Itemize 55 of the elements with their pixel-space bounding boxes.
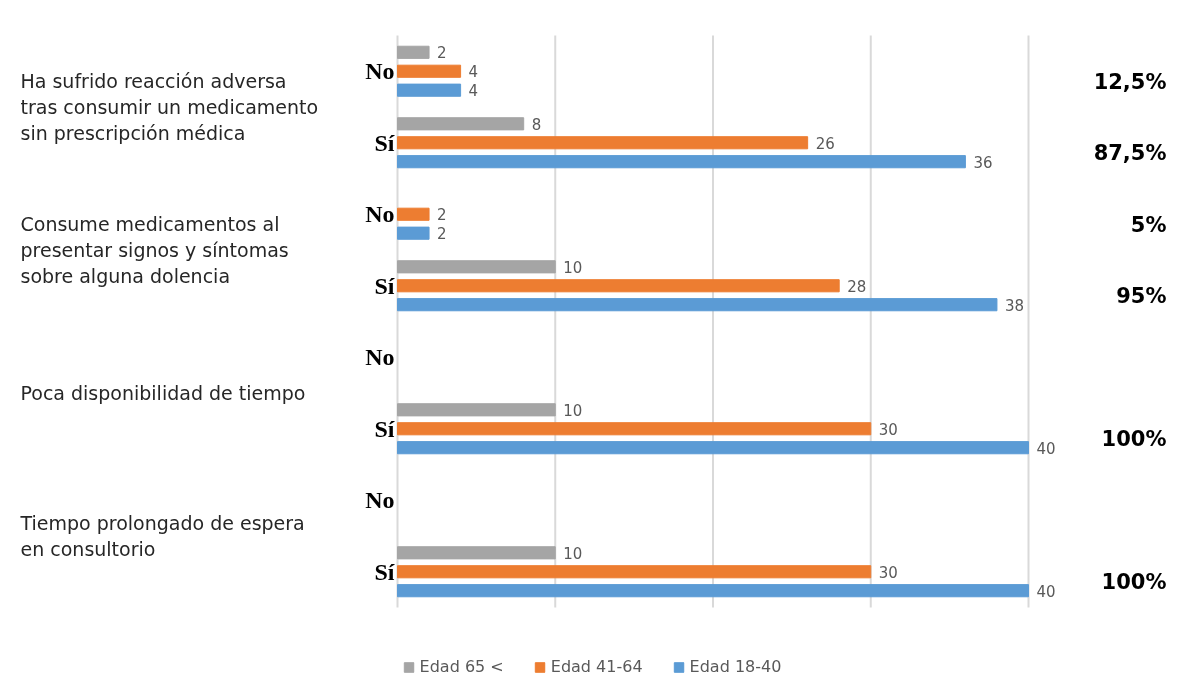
text: Poca disponibilidad de tiempo xyxy=(20,382,306,404)
y-tick-label: Sí xyxy=(374,415,395,442)
data-label: 10 xyxy=(563,258,583,277)
bar xyxy=(397,584,1029,598)
bar xyxy=(397,117,525,131)
data-label: 38 xyxy=(1004,296,1025,315)
bar xyxy=(397,155,966,169)
data-label: 26 xyxy=(815,134,835,153)
text: 100% xyxy=(1101,427,1167,452)
bar xyxy=(397,441,1029,455)
text: 87,5% xyxy=(1093,141,1167,166)
y-tick-label: No xyxy=(365,487,395,514)
data-label: 10 xyxy=(563,401,583,420)
data-label: 36 xyxy=(973,153,993,172)
text: Ha sufrido reacción adversa tras consumir un medicamento sin prescripción médica xyxy=(20,69,319,145)
data-label: 28 xyxy=(847,277,867,296)
bar xyxy=(397,136,809,150)
data-label: 2 xyxy=(437,225,447,244)
bar xyxy=(397,226,430,240)
data-label: 30 xyxy=(878,420,898,439)
bar xyxy=(397,546,556,560)
y-tick-label: No xyxy=(365,201,395,228)
y-tick-label: Sí xyxy=(374,558,395,585)
bar xyxy=(397,64,462,78)
data-label: 2 xyxy=(437,44,447,63)
bar xyxy=(397,565,872,579)
legend-label: Edad 18-40 xyxy=(689,657,782,676)
text: 100% xyxy=(1101,570,1167,595)
y-tick-label: No xyxy=(365,58,395,85)
text: 5% xyxy=(1130,212,1167,237)
data-label: 40 xyxy=(1036,439,1056,458)
bar xyxy=(397,83,462,97)
data-label: 40 xyxy=(1036,582,1056,601)
data-label: 4 xyxy=(468,82,479,101)
bar xyxy=(397,422,872,436)
y-tick-label: Sí xyxy=(374,272,395,299)
data-label: 2 xyxy=(437,206,447,225)
data-label: 8 xyxy=(531,115,542,134)
text: Tiempo prolongado de espera en consultorio xyxy=(19,511,305,561)
legend-label: Edad 41-64 xyxy=(550,657,643,676)
bar xyxy=(397,45,430,59)
bar xyxy=(397,207,430,221)
bar xyxy=(397,298,998,312)
data-label: 30 xyxy=(878,563,898,582)
text: 95% xyxy=(1116,284,1167,309)
legend-label: Edad 65 < xyxy=(419,657,504,676)
text: Consume medicamentos al presentar signos y síntomas sobre alguna dolencia xyxy=(20,212,289,288)
text: 12,5% xyxy=(1093,69,1167,94)
data-label: 4 xyxy=(468,63,479,82)
bar xyxy=(397,279,840,293)
data-label: 10 xyxy=(563,544,583,563)
bar xyxy=(397,403,556,417)
bar xyxy=(397,260,556,274)
y-tick-label: No xyxy=(365,344,395,371)
y-tick-label: Sí xyxy=(374,129,395,156)
